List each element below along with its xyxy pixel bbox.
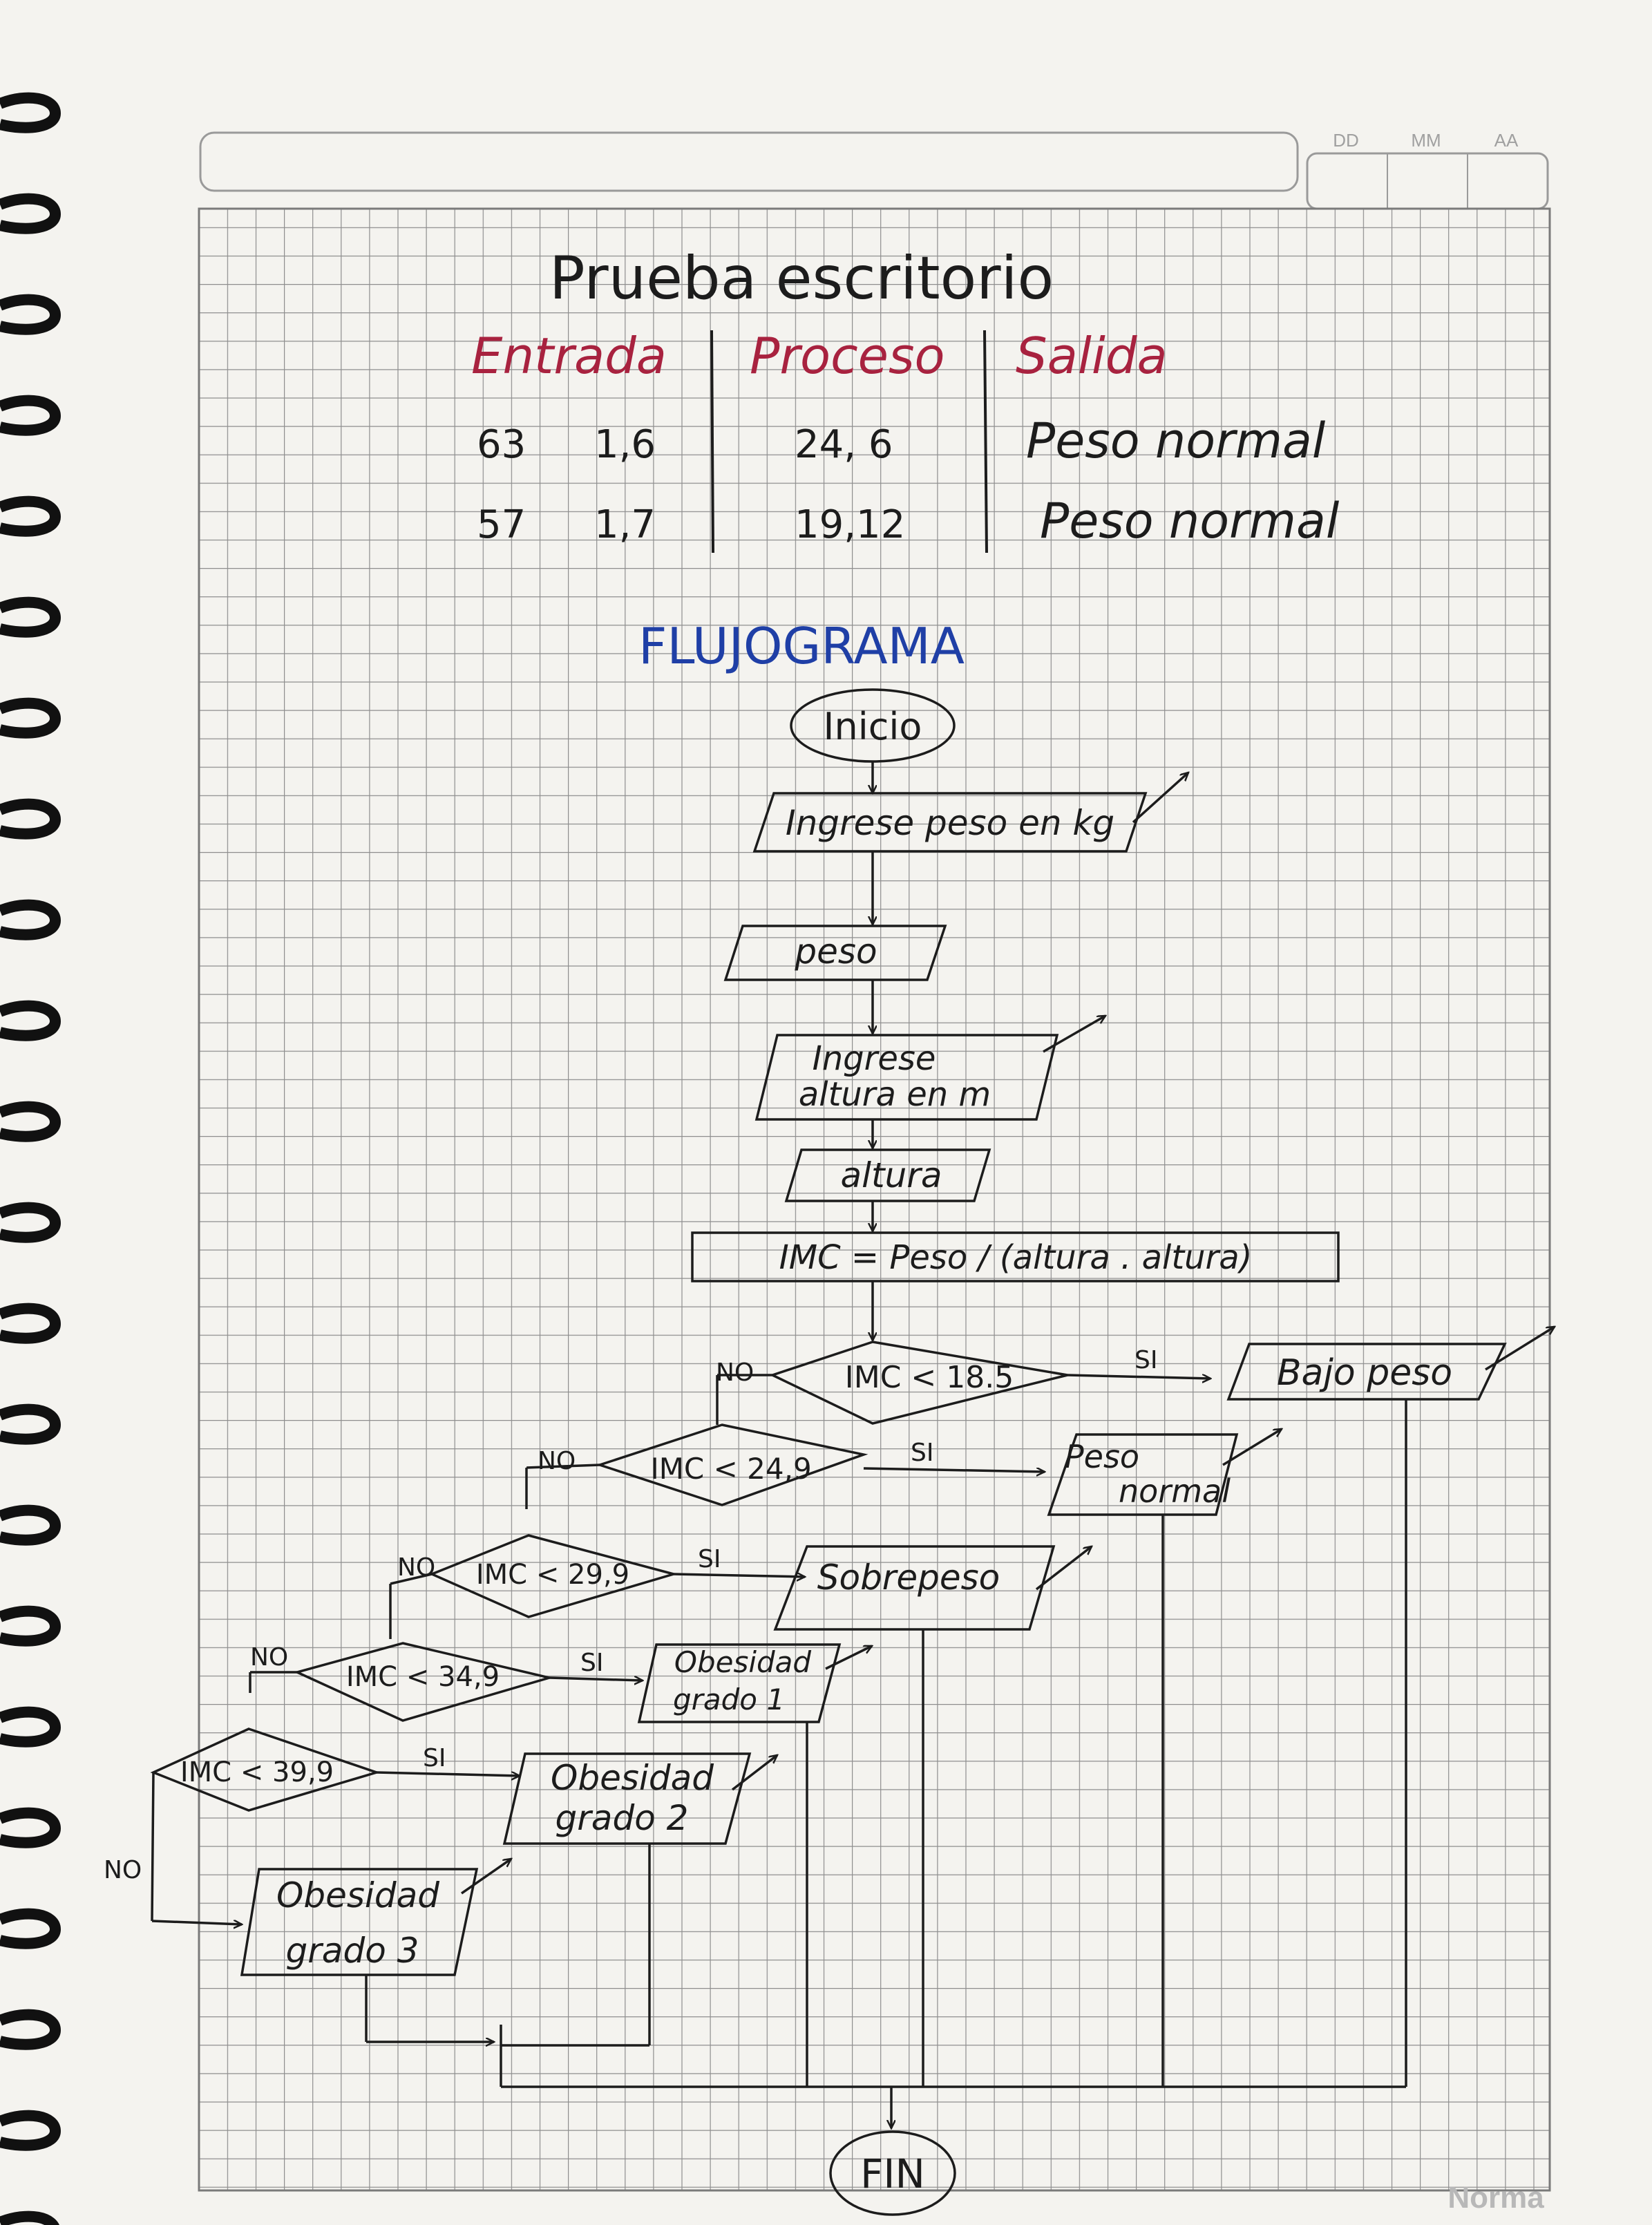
spiral-ring bbox=[0, 1202, 61, 1243]
spiral-ring bbox=[0, 193, 61, 234]
spiral-ring bbox=[0, 1807, 61, 1848]
imc-process bbox=[691, 1231, 1340, 1282]
decision-3 bbox=[428, 1534, 678, 1618]
yes-label-2: SI bbox=[911, 1439, 933, 1467]
no-label-1: NO bbox=[716, 1358, 754, 1387]
spiral-ring bbox=[0, 697, 61, 739]
spiral-ring bbox=[0, 2210, 59, 2225]
row1-height: 1,6 bbox=[594, 422, 656, 467]
desk-test-title: Prueba escritorio bbox=[549, 244, 1054, 313]
output-ob3-label-1: Obesidad bbox=[276, 1875, 439, 1915]
spiral-ring bbox=[0, 495, 61, 537]
no-label-5: NO bbox=[104, 1856, 142, 1884]
spiral-ring bbox=[0, 1000, 61, 1041]
decision-2 bbox=[596, 1423, 868, 1506]
spiral-ring bbox=[0, 596, 61, 638]
spiral-binding bbox=[0, 92, 61, 2225]
date-label-aa: AA bbox=[1494, 130, 1519, 151]
spiral-ring bbox=[0, 899, 61, 940]
start-label: Inicio bbox=[824, 705, 922, 748]
prompt-height-io bbox=[754, 1034, 1059, 1121]
yes-label-3: SI bbox=[698, 1545, 721, 1573]
output-bajo-peso-label: Bajo peso bbox=[1277, 1352, 1452, 1394]
spiral-ring bbox=[0, 395, 61, 436]
output-ob2-label-1: Obesidad bbox=[551, 1758, 714, 1798]
row2-output: Peso normal bbox=[1040, 493, 1340, 549]
no-label-3: NO bbox=[397, 1553, 435, 1582]
col-header-proceso: Proceso bbox=[750, 327, 945, 385]
output-ob3-label-2: grado 3 bbox=[286, 1931, 419, 1971]
yes-label-4: SI bbox=[580, 1649, 603, 1677]
prompt-weight-io bbox=[752, 792, 1148, 853]
decision-1-label: IMC < 18.5 bbox=[845, 1360, 1014, 1395]
output-peso-normal-label-1: Peso bbox=[1065, 1438, 1139, 1475]
output-bajo-peso bbox=[1226, 1343, 1507, 1401]
output-obesidad-1 bbox=[637, 1643, 842, 1723]
no-label-2: NO bbox=[538, 1447, 576, 1475]
output-sobrepeso bbox=[773, 1545, 1056, 1631]
row2-height: 1,7 bbox=[594, 502, 656, 547]
date-box bbox=[1306, 152, 1549, 210]
col-header-entrada: Entrada bbox=[471, 327, 667, 385]
yes-label-5: SI bbox=[423, 1744, 446, 1772]
end-label: FIN bbox=[860, 2150, 925, 2197]
spiral-ring bbox=[0, 1706, 61, 1748]
output-peso-normal-label-2: normal bbox=[1119, 1473, 1231, 1510]
no-label-4: NO bbox=[250, 1643, 288, 1672]
output-sobrepeso-label: Sobrepeso bbox=[817, 1558, 1000, 1598]
decision-5 bbox=[150, 1727, 381, 1812]
table-divider-2 bbox=[983, 330, 988, 553]
spiral-ring bbox=[0, 798, 61, 840]
spiral-ring bbox=[0, 2110, 61, 2151]
output-obesidad-2 bbox=[502, 1752, 752, 1845]
decision-4 bbox=[293, 1642, 554, 1722]
decision-1 bbox=[769, 1341, 1068, 1425]
output-obesidad-3 bbox=[240, 1868, 479, 1976]
end-terminal bbox=[829, 2130, 956, 2216]
prompt-height-label-1: Ingrese bbox=[813, 1039, 936, 1078]
process-label: IMC = Peso / (altura . altura) bbox=[779, 1238, 1253, 1277]
read-height-label: altura bbox=[840, 1155, 942, 1195]
row1-weight: 63 bbox=[477, 422, 526, 467]
table-divider-1 bbox=[710, 330, 714, 553]
row1-process: 24, 6 bbox=[795, 422, 893, 467]
flowchart-title: FLUJOGRAMA bbox=[638, 617, 965, 675]
prompt-weight-label: Ingrese peso en kg bbox=[786, 803, 1114, 843]
output-ob1-label-1: Obesidad bbox=[674, 1645, 812, 1679]
spiral-ring bbox=[0, 1303, 61, 1344]
date-label-dd: DD bbox=[1333, 130, 1359, 151]
read-weight-label: peso bbox=[794, 931, 877, 972]
header-title-box bbox=[199, 131, 1299, 192]
spiral-ring bbox=[0, 1504, 61, 1546]
spiral-ring bbox=[0, 92, 61, 133]
decision-5-label: IMC < 39,9 bbox=[180, 1757, 334, 1788]
decision-2-label: IMC < 24,9 bbox=[650, 1452, 811, 1486]
spiral-ring bbox=[0, 294, 61, 335]
graph-paper-grid bbox=[198, 207, 1551, 2192]
date-label-mm: MM bbox=[1411, 130, 1441, 151]
spiral-ring bbox=[0, 1605, 61, 1647]
spiral-ring bbox=[0, 1403, 61, 1445]
col-header-salida: Salida bbox=[1016, 327, 1168, 385]
row2-weight: 57 bbox=[477, 502, 526, 547]
read-height-io bbox=[784, 1148, 991, 1202]
output-ob2-label-2: grado 2 bbox=[556, 1798, 689, 1838]
output-ob1-label-2: grado 1 bbox=[673, 1683, 785, 1716]
flowchart bbox=[150, 688, 1555, 2216]
decision-3-label: IMC < 29,9 bbox=[476, 1559, 629, 1591]
spiral-ring bbox=[0, 2009, 61, 2050]
yes-label-1: SI bbox=[1134, 1346, 1157, 1374]
spiral-ring bbox=[0, 1908, 61, 1949]
brand-logo: Norma bbox=[1447, 2181, 1544, 2215]
row1-output: Peso normal bbox=[1026, 413, 1326, 469]
read-weight-io bbox=[723, 925, 947, 981]
output-peso-normal bbox=[1047, 1433, 1239, 1516]
prompt-height-label-2: altura en m bbox=[799, 1075, 991, 1114]
spiral-ring bbox=[0, 1101, 61, 1142]
decision-4-label: IMC < 34,9 bbox=[346, 1661, 500, 1693]
row2-process: 19,12 bbox=[795, 502, 905, 547]
